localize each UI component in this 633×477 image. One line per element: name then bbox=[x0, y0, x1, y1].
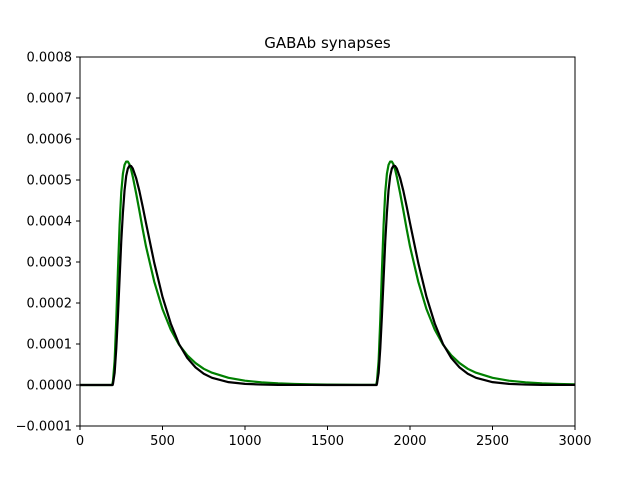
x-tick-label: 2000 bbox=[393, 434, 426, 449]
x-tick-label: 0 bbox=[76, 434, 84, 449]
series-layer bbox=[80, 160, 576, 387]
plot-area bbox=[79, 56, 576, 427]
y-tick-label: 0.0007 bbox=[27, 92, 73, 107]
x-tick-label: 1000 bbox=[228, 434, 261, 449]
y-tick-label: 0.0001 bbox=[27, 338, 73, 353]
x-tick-label: 2500 bbox=[476, 434, 509, 449]
y-tick-label: 0.0004 bbox=[27, 215, 73, 230]
x-tick-label: 500 bbox=[150, 434, 175, 449]
x-tick-label: 1500 bbox=[311, 434, 344, 449]
y-tick-label: 0.0006 bbox=[27, 133, 73, 148]
series-line-2 bbox=[80, 164, 576, 387]
y-tick-label: 0.0008 bbox=[27, 51, 73, 66]
y-tick-label: 0.0005 bbox=[27, 174, 73, 189]
x-axis: 0 500 1000 1500 2000 2500 3000 bbox=[76, 426, 592, 449]
plot-background bbox=[80, 57, 575, 426]
y-tick-label: 0.0002 bbox=[27, 297, 73, 312]
y-axis: −0.0001 0.0000 0.0001 0.0002 0.0003 0.0004 0.0… bbox=[16, 51, 80, 435]
y-tick-label: 0.0000 bbox=[27, 379, 73, 394]
y-tick-label: 0.0003 bbox=[27, 256, 73, 271]
chart-title: GABAb synapses bbox=[264, 34, 391, 52]
y-tick-label: −0.0001 bbox=[16, 420, 72, 435]
x-tick-label: 3000 bbox=[558, 434, 591, 449]
